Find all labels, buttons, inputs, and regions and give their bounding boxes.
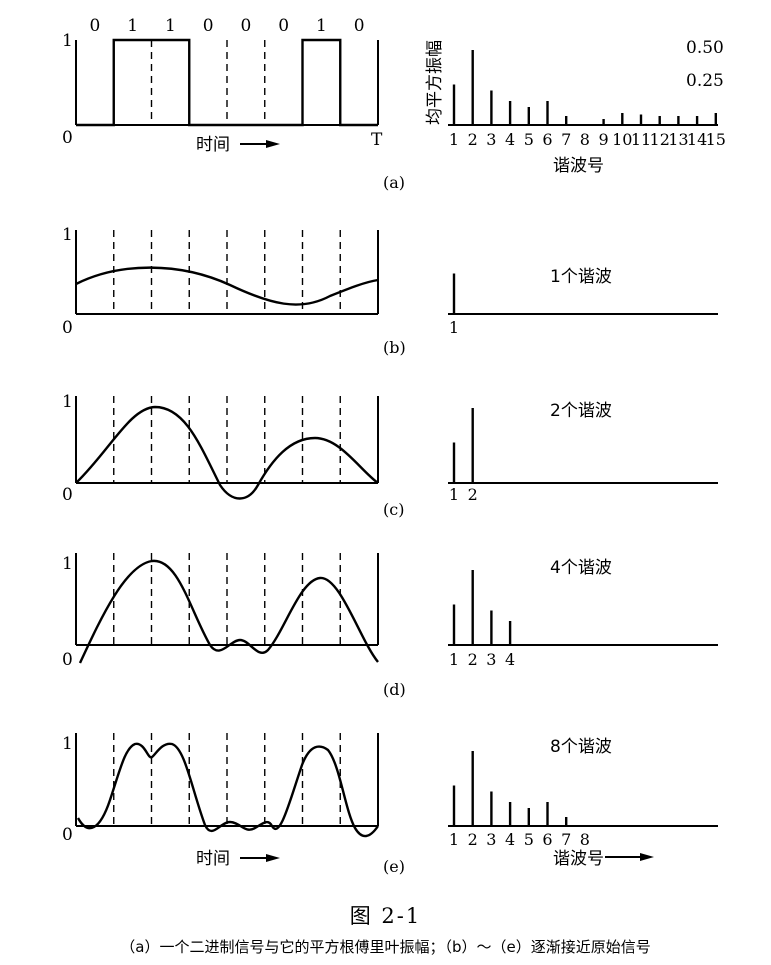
harmonic-tick-label: 5: [524, 130, 534, 149]
harmonic-tick-label: 8: [580, 830, 590, 849]
harmonic-tick-label: 12: [650, 130, 670, 149]
time-arrow-bottom-icon: [240, 854, 280, 862]
ref-label-low: 0.25: [686, 71, 724, 91]
signal-one-label: 1: [62, 31, 73, 51]
bit-label: 0: [240, 16, 251, 36]
bit-labels: 0 1 1 0 0 0 1 0: [89, 16, 364, 36]
harmonic-tick-label: 6: [542, 130, 552, 149]
d-zero-label: 0: [62, 650, 73, 670]
harmonic-tick-label: 1: [449, 485, 459, 504]
approx-title-2: 2个谐波: [550, 401, 612, 421]
harmonic-tick-label: 1: [449, 318, 459, 337]
c-bit-lines: [113, 396, 341, 483]
harmonic-tick-label: 4: [505, 830, 515, 849]
e-zero-label: 0: [62, 825, 73, 845]
harmonic-tick-label: 4: [505, 650, 515, 669]
d-spectrum-bars: [452, 570, 512, 645]
spectrum-y-label: 均平方振幅: [425, 40, 445, 125]
time-label-bottom: 时间: [196, 849, 230, 869]
c-spectrum-bars: [452, 408, 474, 483]
harmonic-tick-label: 2: [468, 830, 478, 849]
time-arrow-icon: [240, 140, 280, 148]
signal-zero-label: 0: [62, 128, 73, 148]
harmonic-tick-label: 7: [561, 830, 571, 849]
panel-label-c: (c): [383, 500, 404, 519]
e-bit-lines: [113, 733, 341, 826]
harmonic-tick-label: 1: [449, 830, 459, 849]
bit-label: 0: [203, 16, 214, 36]
bit-label: 0: [278, 16, 289, 36]
b-bit-lines: [113, 230, 341, 314]
harmonic-arrow-icon: [605, 853, 654, 861]
spectrum-x-label-bottom: 谐波号: [553, 849, 604, 869]
b-spectrum-ticks: 1: [449, 318, 459, 337]
panel-label-d: (d): [383, 680, 406, 699]
b-one-label: 1: [62, 225, 73, 245]
c-one-label: 1: [62, 392, 73, 412]
harmonic-tick-label: 4: [505, 130, 515, 149]
figure-caption: （a）一个二进制信号与它的平方根傅里叶振幅；（b）～（e）逐渐接近原始信号: [120, 938, 651, 956]
harmonic-tick-label: 11: [631, 130, 651, 149]
harmonic-tick-label: 14: [687, 130, 707, 149]
spectrum-bars: [452, 50, 717, 125]
approx-curve-4: [78, 559, 379, 664]
panel-label-a: (a): [383, 173, 405, 192]
bit-label: 0: [89, 16, 100, 36]
harmonic-tick-label: 2: [468, 130, 478, 149]
harmonic-tick-label: 1: [449, 650, 459, 669]
e-spectrum-bars: [452, 751, 568, 826]
d-one-label: 1: [62, 554, 73, 574]
harmonic-tick-label: 3: [486, 650, 496, 669]
ref-label-high: 0.50: [686, 38, 724, 58]
harmonic-tick-label: 9: [599, 130, 609, 149]
harmonic-tick-label: 8: [580, 130, 590, 149]
approx-panel-b: 1 0 1 1个谐波: [62, 225, 718, 338]
time-label: 时间: [196, 135, 230, 155]
approx-title-1: 1个谐波: [550, 267, 612, 287]
approx-title-4: 4个谐波: [550, 558, 612, 578]
approx-curve-2: [75, 405, 379, 500]
bit-label: 1: [127, 16, 138, 36]
harmonic-tick-label: 2: [468, 650, 478, 669]
approx-curve-8: [76, 742, 379, 838]
harmonic-tick-label: 1: [449, 130, 459, 149]
harmonic-tick-label: 5: [524, 830, 534, 849]
harmonic-tick-label: 15: [706, 130, 726, 149]
bit-label: 1: [316, 16, 327, 36]
harmonic-tick-label: 3: [486, 130, 496, 149]
bit-label: 0: [354, 16, 365, 36]
figure-caption-block: 图 2-1 （a）一个二进制信号与它的平方根傅里叶振幅；（b）～（e）逐渐接近原…: [0, 900, 771, 957]
approx-title-8: 8个谐波: [550, 737, 612, 757]
approx-curve-1: [75, 266, 379, 306]
figure-title: 图 2-1: [349, 904, 422, 928]
e-one-label: 1: [62, 734, 73, 754]
harmonic-tick-label: 3: [486, 830, 496, 849]
panel-label-b: (b): [383, 338, 406, 357]
harmonic-tick-label: 10: [612, 130, 632, 149]
spectrum-x-label: 谐波号: [553, 156, 604, 176]
c-zero-label: 0: [62, 485, 73, 505]
square-wave: [76, 38, 378, 127]
d-bit-lines: [113, 553, 341, 645]
harmonic-tick-label: 7: [561, 130, 571, 149]
signal-end-label: T: [371, 130, 383, 150]
bit-label: 1: [165, 16, 176, 36]
harmonic-tick-label: 6: [542, 830, 552, 849]
panel-label-e: (e): [383, 857, 405, 876]
harmonic-tick-label: 2: [468, 485, 478, 504]
harmonic-tick-label: 13: [668, 130, 688, 149]
b-zero-label: 0: [62, 318, 73, 338]
bit-boundary-lines: [113, 40, 341, 125]
